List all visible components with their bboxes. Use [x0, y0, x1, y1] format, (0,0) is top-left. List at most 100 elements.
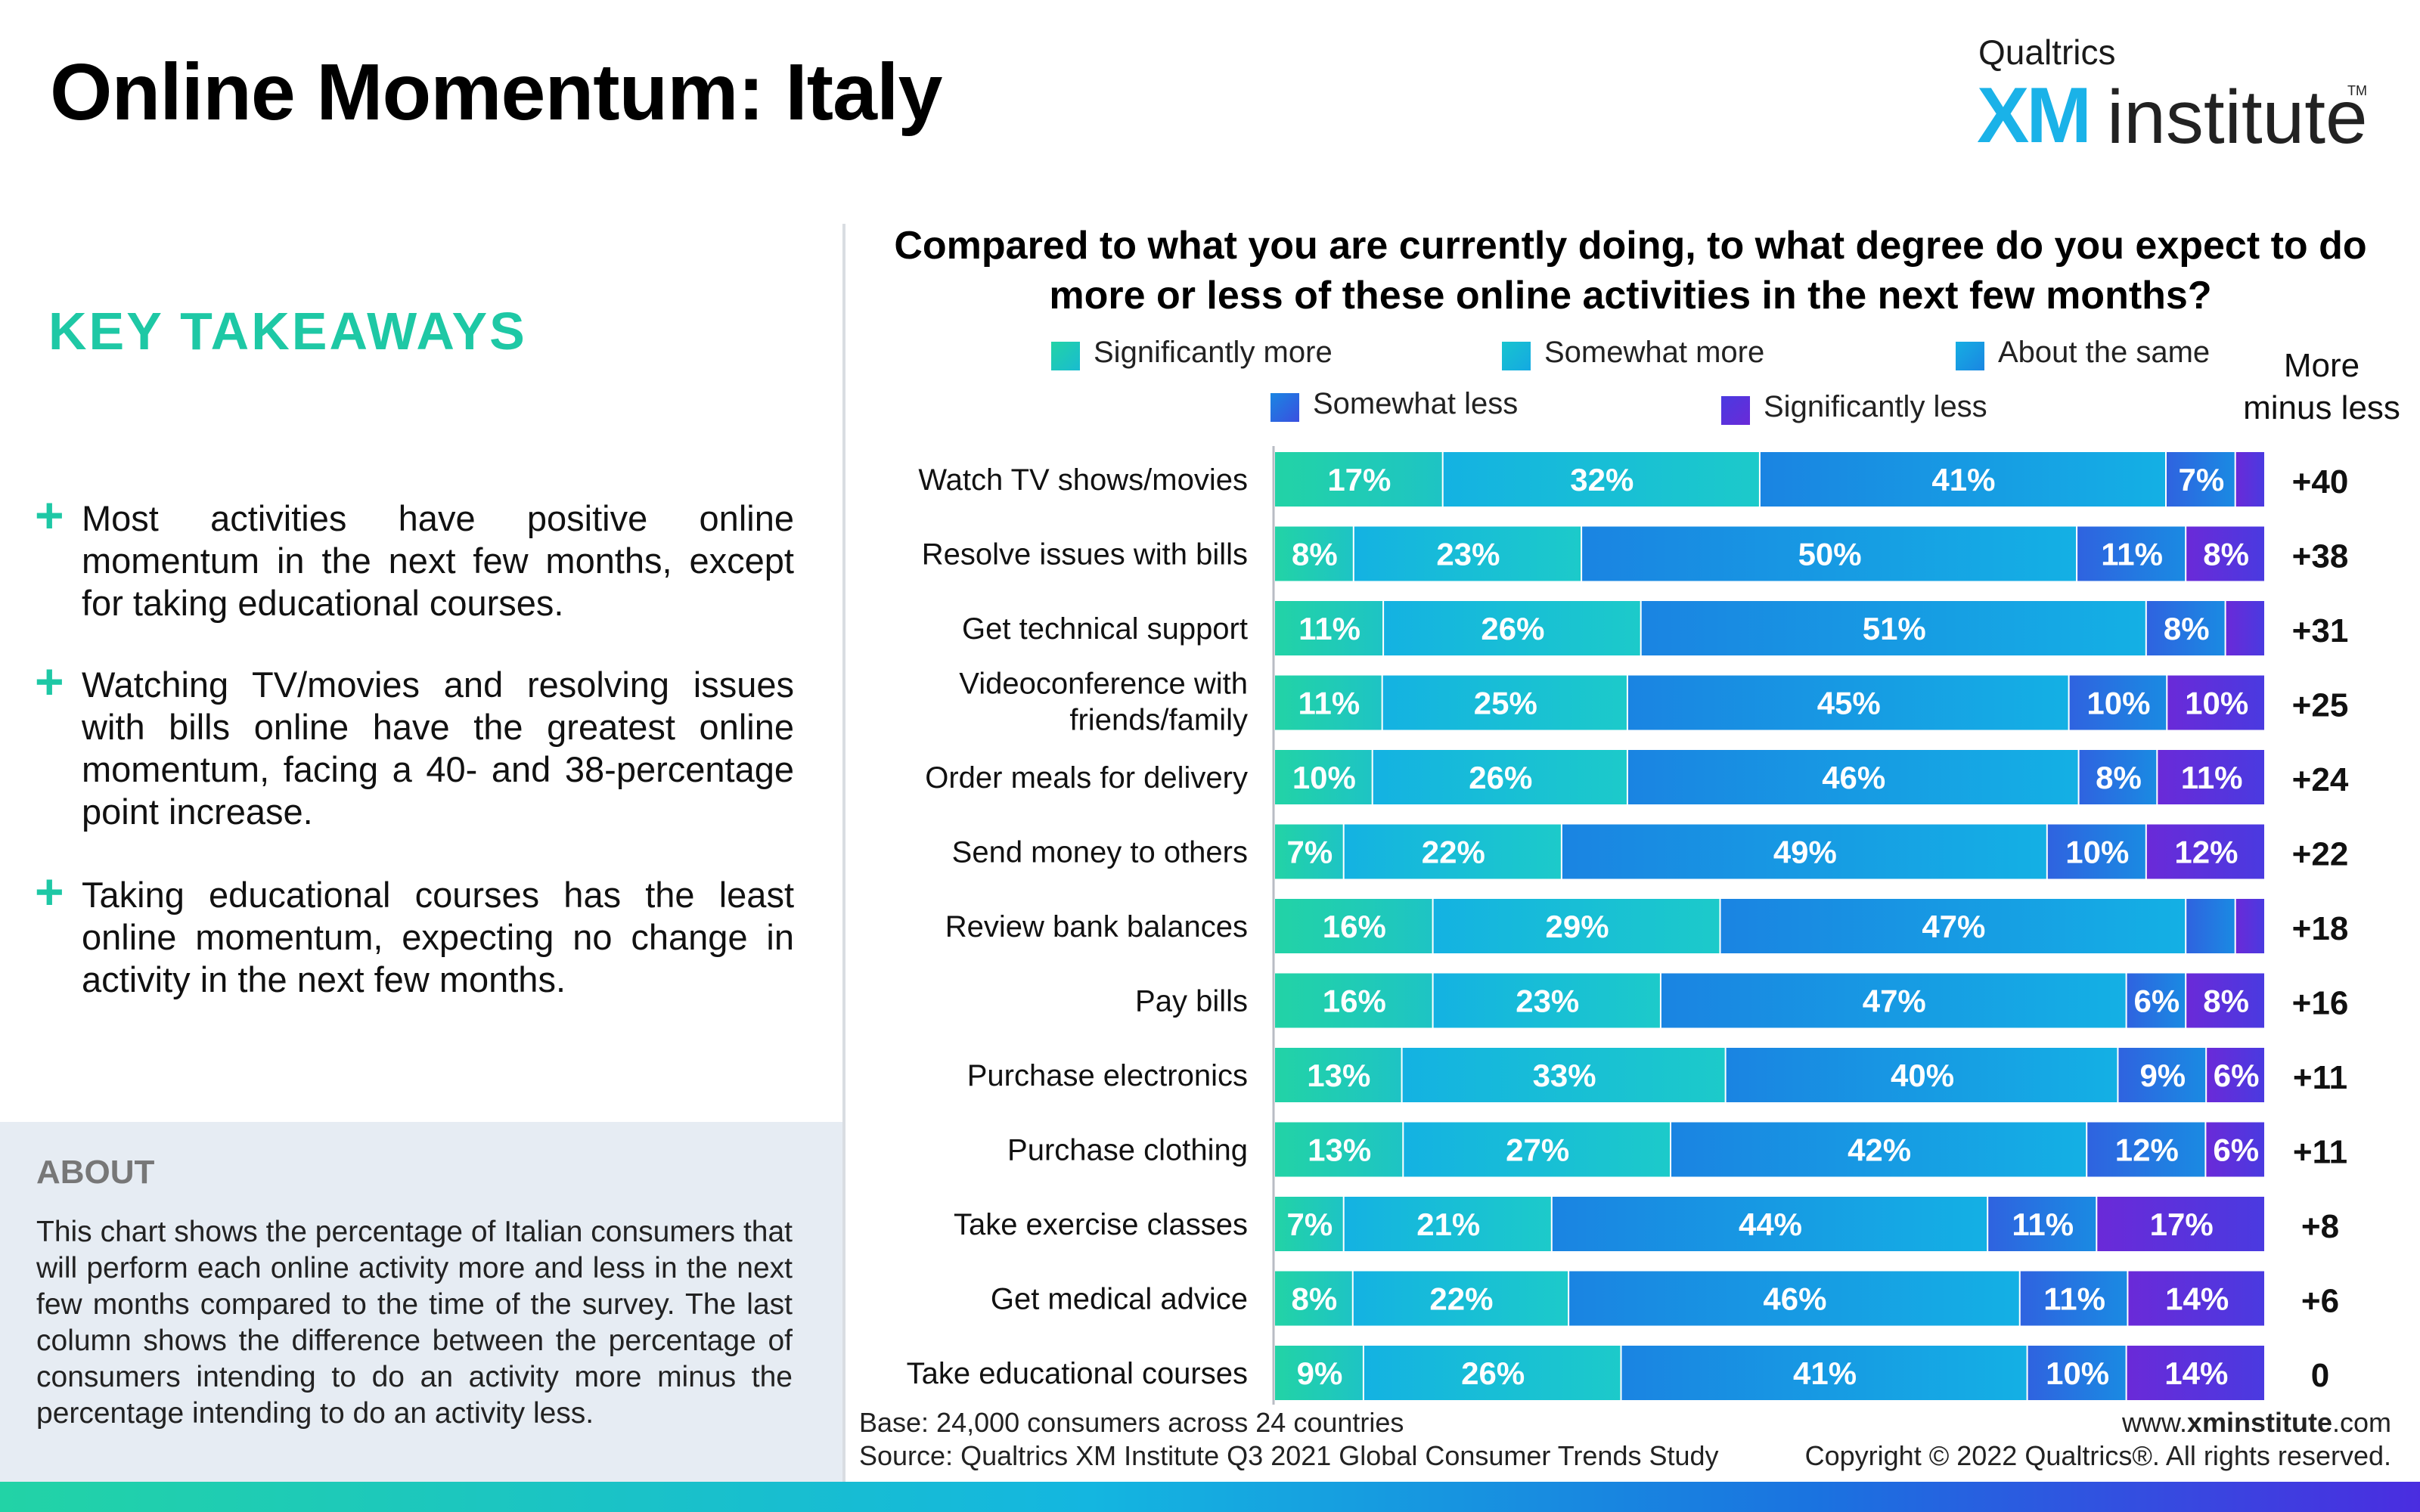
- takeaway-item: + Most activities have positive online m…: [35, 490, 794, 624]
- bar-segment-significantly-less: [2226, 601, 2264, 655]
- bar-segment-about-the-same: [1671, 1122, 2086, 1177]
- category-label: Pay bills: [1135, 985, 1248, 1018]
- data-label-about-the-same: 49%: [1773, 835, 1837, 870]
- about-text: This chart shows the percentage of Itali…: [36, 1216, 793, 1430]
- more-minus-less-header: More minus less: [2231, 345, 2412, 429]
- bar-segment-somewhat-more: [1382, 675, 1627, 730]
- bar-segment-about-the-same: [1661, 973, 2126, 1028]
- footer-source: Source: Qualtrics XM Institute Q3 2021 G…: [859, 1440, 1719, 1471]
- bar-segment-significantly-less: [2186, 526, 2264, 581]
- bar-segment-significantly-less: [2235, 899, 2264, 953]
- bar-segment-somewhat-more: [1402, 1048, 1725, 1102]
- net-value: +11: [2293, 1134, 2347, 1171]
- bar-segment-about-the-same: [1569, 1271, 2019, 1326]
- data-label-about-the-same: 50%: [1798, 537, 1862, 572]
- category-label: Videoconference with: [959, 668, 1248, 701]
- more-minus-less-header-line2: minus less: [2243, 389, 2400, 426]
- bar-segment-somewhat-less: [2047, 824, 2145, 879]
- net-value: +22: [2292, 836, 2349, 873]
- bar-segment-significantly-more: [1275, 526, 1353, 581]
- footer-copyright: Copyright © 2022 Qualtrics®. All rights …: [1804, 1440, 2391, 1471]
- bar-segment-somewhat-more: [1354, 526, 1581, 581]
- data-label-somewhat-more: 25%: [1474, 686, 1537, 721]
- data-label-significantly-less: 8%: [2203, 984, 2249, 1019]
- category-label: Order meals for delivery: [925, 761, 1248, 795]
- bar-segment-about-the-same: [1760, 452, 2165, 507]
- about-title: ABOUT: [36, 1154, 155, 1191]
- website-suffix: .com: [2332, 1407, 2391, 1438]
- bar-segment-somewhat-less: [2127, 973, 2186, 1028]
- net-value: +18: [2292, 910, 2349, 947]
- bar-segment-significantly-more: [1275, 899, 1432, 953]
- bar-segment-about-the-same: [1552, 1197, 1987, 1251]
- website-prefix: www.: [2121, 1407, 2187, 1438]
- legend-label: Somewhat more: [1544, 336, 1765, 369]
- bar-segment-significantly-more: [1275, 601, 1383, 655]
- legend-swatch: [1721, 396, 1750, 425]
- data-label-somewhat-more: 26%: [1461, 1356, 1525, 1391]
- footer-notes: Base: 24,000 consumers across 24 countri…: [859, 1406, 1719, 1473]
- category-label: Resolve issues with bills: [922, 538, 1248, 572]
- category-label: Send money to others: [952, 836, 1248, 869]
- bar-segment-somewhat-more: [1443, 452, 1759, 507]
- data-label-somewhat-more: 26%: [1469, 760, 1532, 795]
- plus-icon: +: [35, 653, 64, 709]
- bar-segment-somewhat-more: [1353, 1271, 1568, 1326]
- bar-segment-significantly-more: [1275, 824, 1343, 879]
- chart-title: Compared to what you are currently doing…: [894, 224, 2367, 318]
- data-label-significantly-more: 11%: [1298, 686, 1360, 721]
- data-label-somewhat-more: 22%: [1429, 1281, 1493, 1317]
- data-label-somewhat-less: 8%: [2164, 611, 2210, 646]
- bar-segment-about-the-same: [1726, 1048, 2118, 1102]
- data-label-about-the-same: 51%: [1863, 611, 1926, 646]
- footer-credits: www.xminstitute.com Copyright © 2022 Qua…: [1805, 1406, 2391, 1473]
- bar-segment-significantly-more: [1275, 675, 1382, 730]
- footer-website[interactable]: www.xminstitute.com: [1805, 1406, 2391, 1439]
- plus-icon: +: [35, 863, 64, 919]
- category-label: Purchase clothing: [1007, 1134, 1248, 1167]
- plus-icon: +: [35, 487, 64, 543]
- data-label-somewhat-less: 8%: [2096, 760, 2142, 795]
- data-label-somewhat-less: 11%: [2012, 1207, 2074, 1242]
- website-domain: xminstitute: [2186, 1407, 2332, 1438]
- data-label-somewhat-more: 23%: [1516, 984, 1579, 1019]
- bar-segment-somewhat-more: [1373, 750, 1627, 804]
- data-label-significantly-less: 17%: [2150, 1207, 2214, 1242]
- bar-segment-about-the-same: [1562, 824, 2046, 879]
- category-label: Get medical advice: [991, 1283, 1248, 1316]
- bar-segment-significantly-less: [2186, 973, 2264, 1028]
- data-label-significantly-more: 16%: [1323, 984, 1386, 1019]
- data-label-about-the-same: 41%: [1793, 1356, 1857, 1391]
- bar-segment-somewhat-more: [1433, 973, 1660, 1028]
- bar-segment-somewhat-less: [2069, 675, 2167, 730]
- bar-segment-somewhat-less: [2079, 750, 2157, 804]
- data-label-significantly-less: 6%: [2213, 1132, 2259, 1168]
- bar-segment-somewhat-less: [2077, 526, 2186, 581]
- data-label-about-the-same: 42%: [1848, 1132, 1911, 1168]
- legend-swatch: [1956, 342, 1984, 370]
- takeaway-text: Taking educational courses has the least…: [82, 875, 794, 999]
- data-label-significantly-less: 12%: [2174, 835, 2238, 870]
- bar-segment-significantly-more: [1275, 973, 1432, 1028]
- data-label-significantly-less: 14%: [2165, 1281, 2229, 1317]
- bar-segment-significantly-less: [2167, 675, 2264, 730]
- page-title: Online Momentum: Italy: [50, 48, 942, 137]
- net-value: +16: [2292, 985, 2349, 1022]
- bar-segment-about-the-same: [1627, 750, 2078, 804]
- net-value: +8: [2301, 1208, 2339, 1245]
- logo-brand: Qualtrics: [1978, 33, 2116, 72]
- net-value: +6: [2301, 1283, 2339, 1320]
- bar-segment-significantly-more: [1275, 750, 1372, 804]
- bar-segment-significantly-less: [2158, 750, 2264, 804]
- bar-segment-significantly-more: [1275, 1346, 1363, 1400]
- data-label-somewhat-less: 10%: [2046, 1356, 2109, 1391]
- data-label-significantly-more: 10%: [1292, 760, 1356, 795]
- data-label-somewhat-less: 7%: [2178, 462, 2224, 497]
- bar-segment-significantly-more: [1275, 1048, 1401, 1102]
- bar-segment-somewhat-more: [1344, 824, 1561, 879]
- net-value: +11: [2293, 1059, 2347, 1096]
- net-value: +31: [2292, 612, 2349, 649]
- legend-label: Significantly less: [1764, 390, 1987, 423]
- data-label-about-the-same: 47%: [1863, 984, 1926, 1019]
